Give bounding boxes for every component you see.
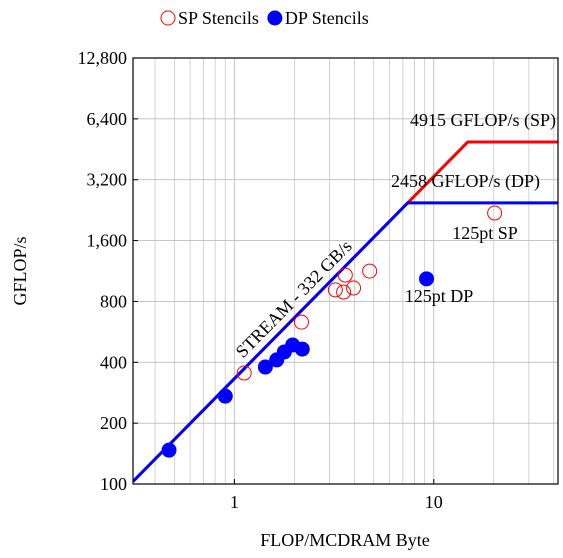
roofline	[133, 140, 558, 483]
point	[293, 314, 309, 330]
point	[336, 284, 352, 300]
roofline	[133, 201, 558, 483]
plot-frame	[132, 57, 559, 485]
roofline-label: 2458 GFLOP/s (DP)	[391, 171, 540, 192]
point	[236, 365, 252, 381]
y-tick-label: 200	[100, 413, 127, 433]
y-axis-label: GFLOP/s	[10, 236, 30, 305]
legend-label: SP Stencils	[178, 8, 259, 28]
y-tick-label: 3,200	[87, 170, 128, 190]
y-tick-label: 400	[100, 352, 127, 372]
point	[294, 341, 310, 357]
y-tick-label: 6,400	[87, 109, 128, 129]
legend-marker	[160, 10, 176, 26]
roofline-label: 4915 GFLOP/s (SP)	[410, 110, 556, 131]
x-axis-label: FLOP/MCDRAM Byte	[260, 530, 430, 550]
y-tick-label: 12,800	[78, 48, 128, 68]
point	[487, 205, 503, 221]
y-tick-label: 100	[100, 474, 127, 494]
point	[362, 263, 378, 279]
point	[327, 282, 343, 298]
y-tick-label: 1,600	[87, 231, 128, 251]
point	[217, 388, 233, 404]
annotation: 125pt SP	[452, 223, 518, 243]
x-tick-label: 10	[425, 492, 443, 512]
point	[337, 267, 353, 283]
point	[419, 271, 435, 287]
point	[161, 442, 177, 458]
point	[346, 280, 362, 296]
point	[257, 359, 273, 375]
annotation: 125pt DP	[405, 286, 474, 306]
legend-label: DP Stencils	[285, 8, 369, 28]
plot	[133, 140, 558, 483]
legend-marker	[267, 10, 283, 26]
y-tick-label: 800	[100, 291, 127, 311]
x-tick-label: 1	[230, 492, 239, 512]
